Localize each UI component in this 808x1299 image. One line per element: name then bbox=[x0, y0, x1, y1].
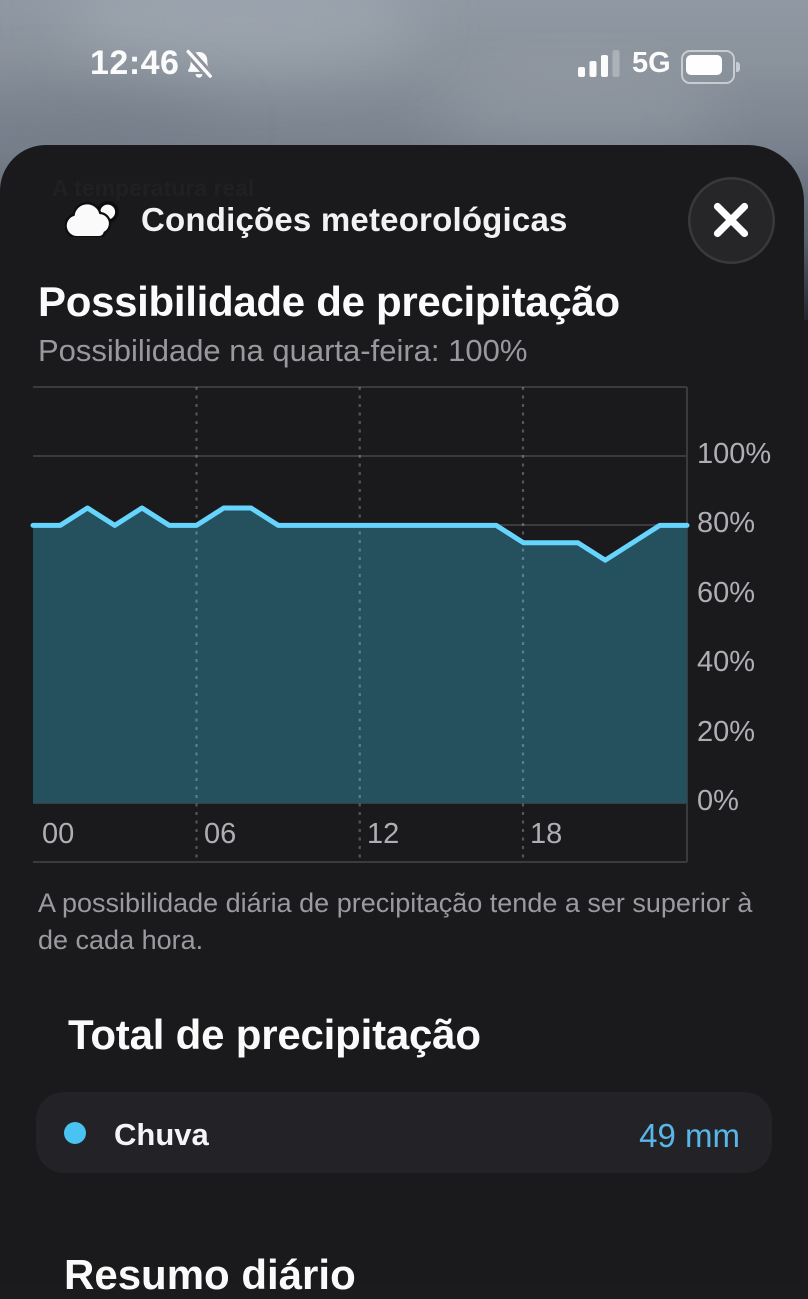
svg-text:06: 06 bbox=[204, 818, 236, 850]
svg-text:12: 12 bbox=[367, 818, 399, 850]
svg-text:60%: 60% bbox=[697, 577, 755, 609]
svg-text:100%: 100% bbox=[697, 438, 771, 470]
svg-text:40%: 40% bbox=[697, 646, 755, 678]
svg-text:20%: 20% bbox=[697, 716, 755, 748]
svg-text:18: 18 bbox=[530, 818, 562, 850]
svg-text:80%: 80% bbox=[697, 507, 755, 539]
svg-text:0%: 0% bbox=[697, 785, 739, 817]
svg-text:00: 00 bbox=[42, 818, 74, 850]
